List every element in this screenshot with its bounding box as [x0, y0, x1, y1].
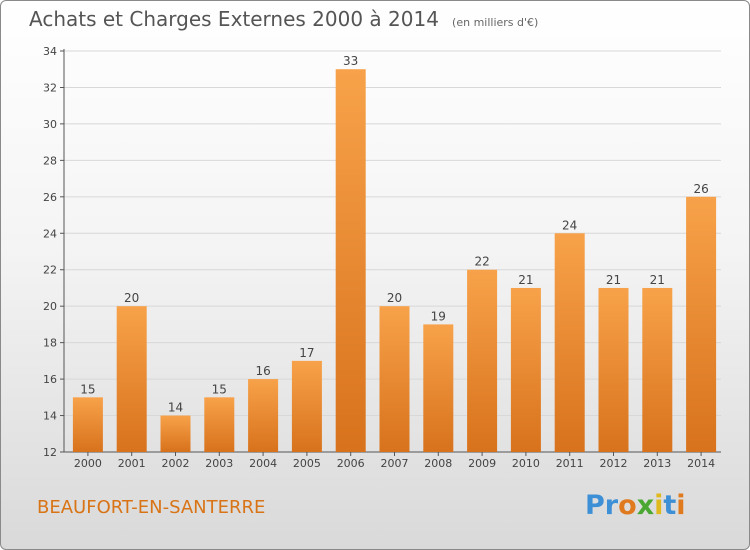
data-label-2007: 20 [387, 291, 402, 305]
bar-2005 [291, 360, 322, 452]
bar-2012 [598, 287, 629, 452]
bar-2000 [72, 397, 103, 452]
logo-letter: o [618, 490, 637, 521]
x-tick-label-2007: 2007 [381, 457, 409, 470]
logo-letter: t [663, 490, 677, 521]
bar-2013 [642, 287, 673, 452]
data-label-2009: 22 [474, 255, 489, 269]
bar-2007 [379, 306, 410, 452]
bar-2009 [467, 269, 498, 452]
y-tick-label: 22 [43, 264, 57, 277]
x-tick-label-2002: 2002 [162, 457, 190, 470]
data-labels: 15 20 14 15 16 17 33 20 19 22 21 24 21 21 26 [80, 54, 708, 414]
data-label-2004: 16 [255, 364, 270, 378]
data-label-2012: 21 [606, 273, 621, 287]
data-label-2014: 26 [693, 182, 708, 196]
y-tick-label: 16 [43, 373, 57, 386]
x-tick-label-2014: 2014 [687, 457, 715, 470]
y-tick-label: 32 [43, 81, 57, 94]
bar-2004 [248, 379, 279, 452]
y-tick-label: 12 [43, 446, 57, 459]
data-label-2001: 20 [124, 291, 139, 305]
y-tick-label: 24 [43, 227, 57, 240]
bar-2010 [510, 287, 541, 452]
x-axis-ticks: 2000 2001 2002 2003 2004 2005 2006 2007 2008 2009… [74, 452, 715, 470]
x-tick-label-2012: 2012 [600, 457, 628, 470]
bar-2008 [423, 324, 454, 452]
bars [72, 69, 717, 453]
x-tick-label-2003: 2003 [205, 457, 233, 470]
bar-2011 [554, 233, 585, 452]
bar-2014 [686, 196, 717, 452]
commune-name: BEAUFORT-EN-SANTERRE [37, 497, 266, 518]
y-tick-label: 20 [43, 300, 57, 313]
title-row: Achats et Charges Externes 2000 à 2014 (… [29, 7, 538, 31]
x-tick-label-2009: 2009 [468, 457, 496, 470]
y-tick-label: 30 [43, 118, 57, 131]
data-label-2008: 19 [431, 309, 446, 323]
data-label-2003: 15 [212, 382, 227, 396]
data-label-2002: 14 [168, 401, 183, 415]
data-label-2006: 33 [343, 54, 358, 68]
x-tick-label-2010: 2010 [512, 457, 540, 470]
proxiti-logo[interactable]: Proxiti [585, 490, 686, 521]
x-tick-label-2004: 2004 [249, 457, 277, 470]
data-label-2005: 17 [299, 346, 314, 360]
x-tick-label-2013: 2013 [643, 457, 671, 470]
logo-letter: P [585, 490, 605, 521]
x-tick-label-2011: 2011 [556, 457, 584, 470]
data-label-2010: 21 [518, 273, 533, 287]
data-label-2011: 24 [562, 218, 577, 232]
chart-subtitle: (en milliers d'€) [452, 16, 539, 29]
x-tick-label-2006: 2006 [337, 457, 365, 470]
logo-letter: x [636, 490, 655, 521]
data-label-2013: 21 [650, 273, 665, 287]
bar-2001 [116, 306, 147, 452]
y-tick-label: 14 [43, 410, 57, 423]
y-tick-label: 18 [43, 337, 57, 350]
y-tick-label: 34 [43, 45, 57, 58]
bar-2006 [335, 69, 366, 453]
x-tick-label-2001: 2001 [118, 457, 146, 470]
x-tick-label-2008: 2008 [424, 457, 452, 470]
bar-2002 [160, 415, 191, 452]
y-tick-label: 28 [43, 154, 57, 167]
y-tick-label: 26 [43, 191, 57, 204]
x-tick-label-2000: 2000 [74, 457, 102, 470]
bar-2003 [204, 397, 235, 452]
logo-letter: i [676, 490, 686, 521]
data-label-2000: 15 [80, 382, 95, 396]
logo-letter: r [604, 490, 619, 521]
chart-title: Achats et Charges Externes 2000 à 2014 [29, 7, 439, 31]
logo-letter: i [654, 490, 664, 521]
x-tick-label-2005: 2005 [293, 457, 321, 470]
